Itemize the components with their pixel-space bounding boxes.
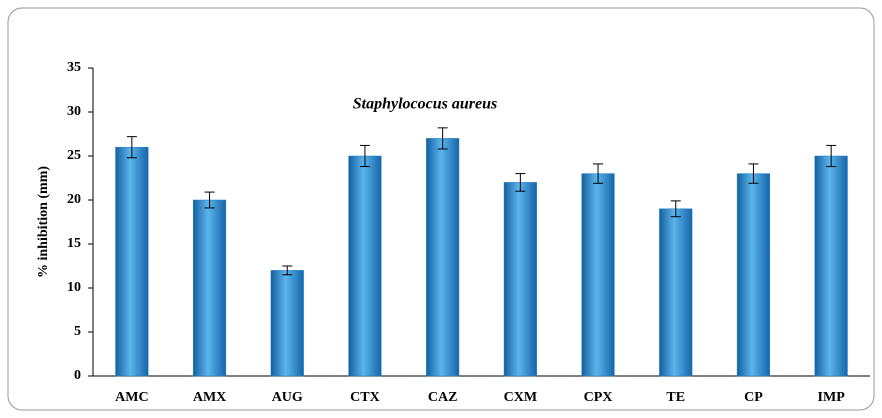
y-tick-label: 30 [67, 104, 81, 119]
y-tick-label: 10 [67, 280, 81, 295]
x-tick-label: CP [744, 390, 763, 405]
y-tick-label: 35 [67, 60, 81, 75]
x-tick-label: CXM [504, 390, 537, 405]
bar [659, 208, 693, 377]
bar [270, 270, 304, 377]
x-tick-label: TE [666, 390, 685, 405]
bar [348, 155, 382, 377]
y-tick-label: 25 [67, 148, 81, 163]
bar [503, 182, 537, 377]
y-tick-label: 15 [67, 236, 81, 251]
x-tick-label: AUG [272, 390, 303, 405]
y-axis-label: % inhibition (mm) [36, 166, 51, 278]
x-tick-label: AMX [193, 390, 226, 405]
x-tick-label: CTX [350, 390, 380, 405]
y-tick-label: 0 [74, 368, 81, 383]
bar [426, 138, 460, 377]
y-tick-label: 20 [67, 192, 81, 207]
x-tick-label: CAZ [428, 390, 458, 405]
bar [814, 155, 848, 377]
x-tick-label: IMP [818, 390, 846, 405]
x-tick-label: CPX [584, 390, 613, 405]
bar [736, 173, 771, 377]
bar [192, 199, 227, 377]
x-tick-label: AMC [115, 390, 148, 405]
chart-title: Staphylococus aureus [353, 96, 497, 113]
bar [581, 173, 615, 377]
bar [115, 146, 149, 377]
y-tick-label: 5 [74, 324, 81, 339]
